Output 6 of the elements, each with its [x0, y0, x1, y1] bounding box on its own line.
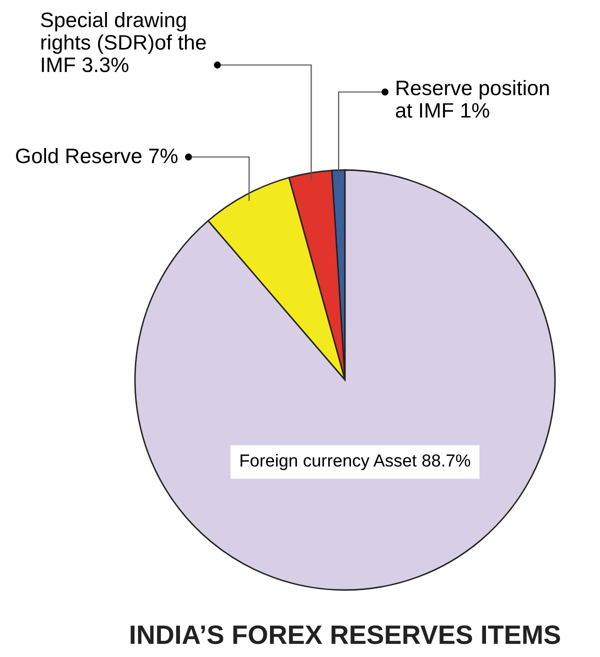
pie-slice [134, 169, 556, 591]
slice-label: Gold Reserve 7% [16, 148, 178, 164]
slice-label: Special drawing rights (SDR)of the IMF 3.3% [40, 12, 206, 72]
slice-label: Foreign currency Asset 88.7% [240, 454, 470, 470]
slice-label: Reserve position at IMF 1% [396, 80, 549, 118]
text: INDIA’S FOREX RESERVES ITEMS [130, 625, 560, 644]
